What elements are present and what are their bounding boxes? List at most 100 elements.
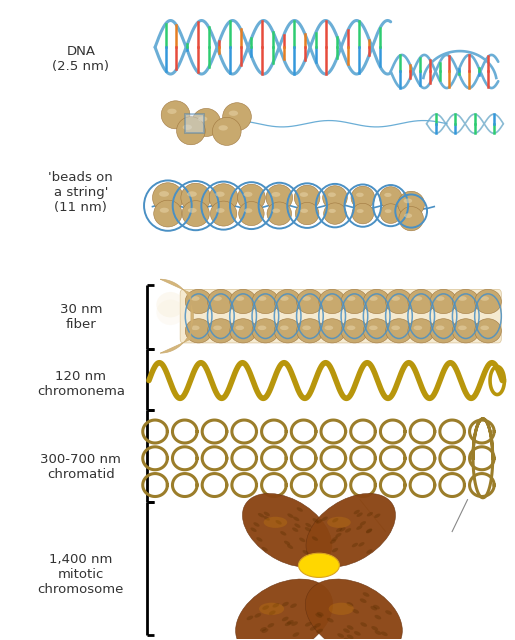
Ellipse shape [356, 209, 364, 213]
Ellipse shape [356, 193, 364, 197]
Ellipse shape [152, 183, 183, 212]
Ellipse shape [347, 634, 354, 639]
Ellipse shape [187, 191, 197, 196]
Ellipse shape [319, 289, 346, 314]
Ellipse shape [369, 326, 377, 330]
Ellipse shape [480, 326, 489, 330]
Ellipse shape [339, 527, 346, 532]
Ellipse shape [210, 201, 237, 226]
Ellipse shape [332, 537, 338, 541]
Ellipse shape [185, 289, 212, 314]
Ellipse shape [282, 617, 288, 621]
Ellipse shape [159, 191, 169, 196]
Ellipse shape [414, 326, 422, 330]
Ellipse shape [332, 548, 338, 552]
Ellipse shape [267, 623, 274, 628]
Ellipse shape [299, 538, 305, 542]
Ellipse shape [363, 592, 369, 596]
Ellipse shape [243, 493, 332, 567]
Ellipse shape [358, 542, 365, 547]
Ellipse shape [258, 513, 264, 518]
Ellipse shape [264, 511, 270, 516]
Ellipse shape [305, 527, 311, 532]
FancyBboxPatch shape [185, 114, 204, 133]
Ellipse shape [215, 191, 225, 197]
Ellipse shape [310, 626, 317, 630]
Ellipse shape [264, 516, 270, 520]
Ellipse shape [328, 193, 336, 197]
Ellipse shape [458, 326, 467, 330]
Ellipse shape [408, 319, 435, 343]
Ellipse shape [247, 616, 253, 620]
Ellipse shape [244, 208, 252, 213]
Ellipse shape [374, 615, 381, 620]
Ellipse shape [238, 202, 264, 226]
Ellipse shape [404, 198, 412, 204]
Ellipse shape [329, 209, 336, 213]
Ellipse shape [386, 319, 413, 343]
Ellipse shape [271, 192, 280, 197]
Ellipse shape [475, 289, 501, 314]
Ellipse shape [356, 513, 363, 517]
Ellipse shape [280, 326, 288, 330]
Ellipse shape [380, 187, 402, 209]
Ellipse shape [345, 528, 351, 532]
Ellipse shape [436, 296, 444, 301]
Ellipse shape [292, 527, 298, 532]
Ellipse shape [235, 579, 333, 640]
Ellipse shape [386, 289, 413, 314]
Ellipse shape [208, 289, 234, 314]
Text: 'beads on
a string'
(11 nm): 'beads on a string' (11 nm) [48, 171, 113, 214]
Text: 300-700 nm
chromatid: 300-700 nm chromatid [40, 452, 121, 481]
Ellipse shape [364, 319, 390, 343]
Ellipse shape [300, 192, 308, 197]
Ellipse shape [366, 529, 372, 533]
Ellipse shape [374, 630, 382, 635]
Ellipse shape [235, 296, 244, 301]
Ellipse shape [198, 116, 208, 122]
Ellipse shape [313, 518, 319, 523]
Ellipse shape [371, 626, 378, 630]
Ellipse shape [222, 102, 251, 131]
Ellipse shape [213, 296, 222, 301]
Ellipse shape [385, 610, 392, 615]
Ellipse shape [436, 326, 444, 330]
FancyBboxPatch shape [180, 289, 501, 343]
Ellipse shape [398, 191, 424, 217]
Ellipse shape [430, 289, 457, 314]
Ellipse shape [352, 543, 358, 547]
Ellipse shape [475, 319, 501, 343]
Ellipse shape [252, 289, 279, 314]
Ellipse shape [352, 609, 359, 614]
Ellipse shape [192, 108, 220, 136]
Ellipse shape [191, 326, 200, 330]
Ellipse shape [366, 549, 372, 554]
Ellipse shape [327, 618, 334, 623]
Ellipse shape [230, 289, 256, 314]
Ellipse shape [302, 550, 308, 554]
Ellipse shape [182, 201, 210, 227]
Ellipse shape [282, 602, 289, 606]
Ellipse shape [157, 300, 184, 325]
Ellipse shape [354, 631, 360, 636]
Ellipse shape [262, 605, 269, 610]
Ellipse shape [212, 117, 241, 145]
Ellipse shape [305, 579, 402, 640]
Ellipse shape [258, 326, 266, 330]
Ellipse shape [324, 326, 333, 330]
Ellipse shape [167, 109, 177, 114]
Ellipse shape [254, 613, 261, 618]
Ellipse shape [297, 319, 323, 343]
Ellipse shape [209, 184, 238, 212]
Ellipse shape [177, 116, 205, 145]
Ellipse shape [252, 319, 279, 343]
Ellipse shape [274, 319, 301, 343]
Ellipse shape [458, 296, 467, 301]
Ellipse shape [295, 202, 319, 225]
Ellipse shape [312, 536, 318, 541]
Ellipse shape [316, 519, 322, 524]
Ellipse shape [404, 213, 412, 218]
Ellipse shape [317, 612, 324, 616]
Ellipse shape [293, 632, 299, 637]
Polygon shape [160, 279, 194, 353]
